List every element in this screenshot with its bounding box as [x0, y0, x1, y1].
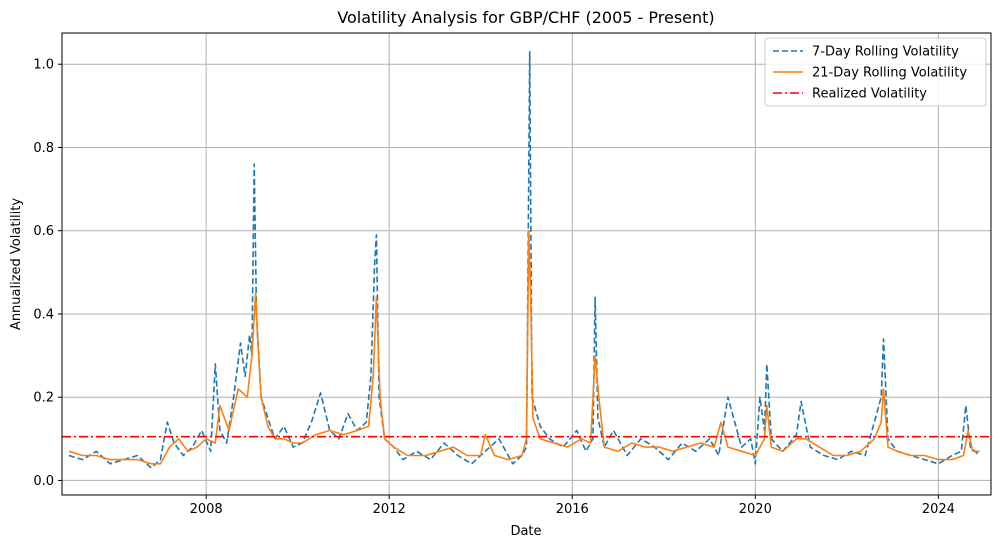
legend-box [764, 37, 987, 107]
series-line-1 [68, 50, 981, 469]
x-tick-label: 2016 [556, 502, 589, 517]
y-tick-label: 0.8 [33, 141, 54, 156]
x-axis-ticks: 2008 2012 2016 2020 2024 [190, 495, 955, 517]
y-tick-label: 1.0 [33, 58, 54, 73]
x-tick-label: 2008 [190, 502, 223, 517]
x-tick-label: 2024 [922, 502, 955, 517]
legend: 7-Day Rolling Volatility 21-Day Rolling V… [764, 37, 987, 107]
y-tick-label: 0.4 [33, 307, 54, 322]
x-tick-label: 2012 [373, 502, 406, 517]
series-line-2 [68, 229, 980, 465]
y-axis-title: Annualized Volatility [9, 198, 24, 330]
legend-label: Realized Volatility [812, 87, 927, 102]
legend-label: 7-Day Rolling Volatility [812, 45, 959, 60]
y-axis-ticks: 0.0 0.2 0.4 0.6 0.8 1.0 [33, 58, 62, 489]
legend-label: 21-Day Rolling Volatility [812, 66, 967, 81]
y-tick-label: 0.6 [33, 224, 54, 239]
x-tick-label: 2020 [739, 502, 772, 517]
y-tick-label: 0.2 [33, 391, 54, 406]
plot-area [62, 50, 991, 469]
chart-title: Volatility Analysis for GBP/CHF (2005 - … [337, 8, 714, 27]
plot-frame [61, 32, 992, 496]
x-axis-title: Date [510, 524, 541, 539]
y-tick-label: 0.0 [33, 474, 54, 489]
